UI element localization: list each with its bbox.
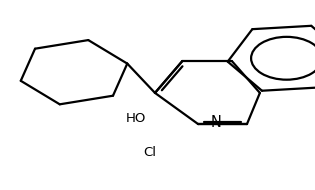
Text: Cl: Cl <box>143 146 156 159</box>
Text: N: N <box>211 115 221 130</box>
Text: HO: HO <box>125 112 146 125</box>
